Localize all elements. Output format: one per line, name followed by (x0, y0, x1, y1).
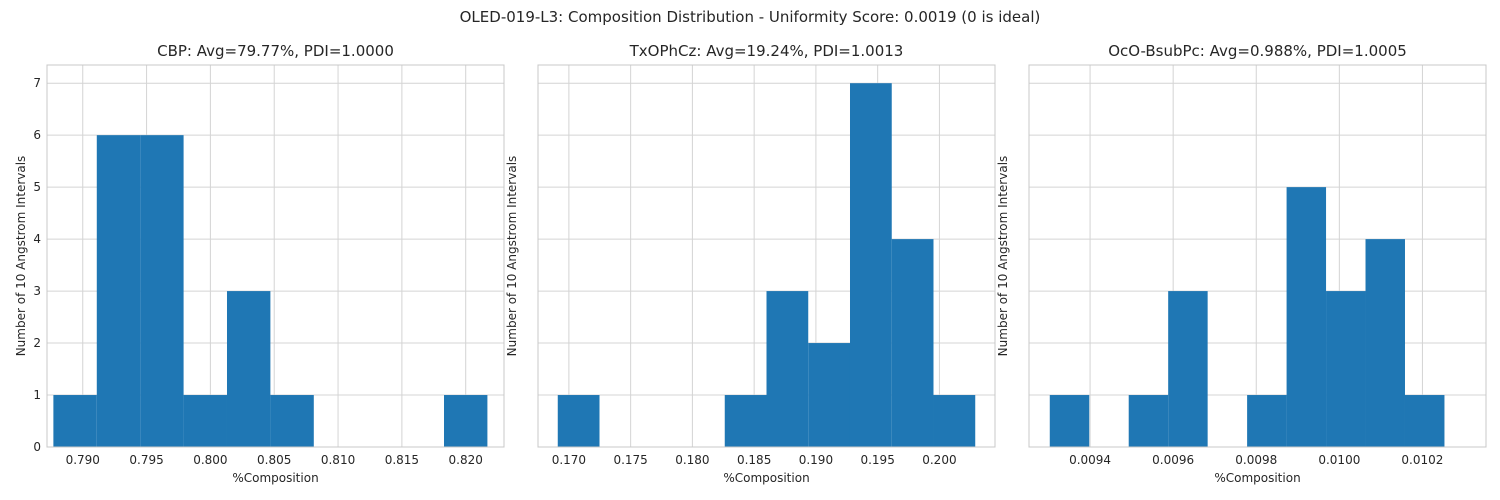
y-tick-label: 4 (33, 232, 41, 246)
histogram-bar (53, 395, 97, 447)
x-tick-label: 0.0094 (1069, 453, 1111, 467)
histogram-bar (1049, 395, 1090, 447)
x-axis-label: %Composition (232, 471, 318, 485)
histogram-bar (1404, 395, 1445, 447)
panel-title: OcO-BsubPc: Avg=0.988%, PDI=1.0005 (1108, 42, 1407, 60)
histogram-bar (933, 395, 976, 447)
x-tick-label: 0.805 (257, 453, 291, 467)
y-tick-label: 6 (33, 128, 41, 142)
y-tick-label: 3 (33, 284, 41, 298)
histogram-bar (724, 395, 767, 447)
panel-2: 0.170 0.175 0.180 0.185 0.190 0.195 0.200 TxOPh… (505, 42, 996, 485)
x-tick-label: 0.190 (799, 453, 833, 467)
histogram-bar (1286, 187, 1327, 447)
x-tick-label: 0.810 (321, 453, 355, 467)
x-tick-label: 0.0100 (1318, 453, 1360, 467)
panel-3: 0.0094 0.0096 0.0098 0.0100 0.0102 OcO-BsubPc… (996, 42, 1487, 485)
x-axis-label: %Composition (723, 471, 809, 485)
x-tick-label: 0.815 (385, 453, 419, 467)
y-axis-label: Number of 10 Angstrom Intervals (505, 156, 519, 357)
x-axis-label: %Composition (1214, 471, 1300, 485)
y-tick-label: 1 (33, 388, 41, 402)
chart-panels: 0.790 0.795 0.800 0.805 0.810 0.815 0.820 0 1 2 3 4… (14, 42, 1487, 485)
panel-title: CBP: Avg=79.77%, PDI=1.0000 (157, 42, 394, 60)
histogram-bar (849, 83, 892, 447)
figure-suptitle: OLED-019-L3: Composition Distribution - … (460, 8, 1041, 26)
y-tick-label: 7 (33, 76, 41, 90)
histogram-bar (270, 395, 314, 447)
x-tick-label: 0.175 (613, 453, 647, 467)
x-tick-label: 0.0098 (1235, 453, 1277, 467)
x-tick-label: 0.180 (675, 453, 709, 467)
histogram-bar (766, 291, 809, 447)
x-tick-label: 0.820 (449, 453, 483, 467)
x-tick-label: 0.0102 (1401, 453, 1443, 467)
histogram-bar (1365, 239, 1405, 447)
y-axis-label: Number of 10 Angstrom Intervals (14, 156, 28, 357)
histogram-bar (226, 291, 271, 447)
x-tick-label: 0.170 (552, 453, 586, 467)
histogram-bar (1168, 291, 1208, 447)
plot-frame (1028, 64, 1487, 448)
histogram-bar (1326, 291, 1366, 447)
y-axis-label: Number of 10 Angstrom Intervals (996, 156, 1010, 357)
histogram-bar (557, 395, 600, 447)
y-tick-label: 2 (33, 336, 41, 350)
x-tick-label: 0.195 (860, 453, 894, 467)
histogram-bar (183, 395, 227, 447)
panel-1: 0.790 0.795 0.800 0.805 0.810 0.815 0.820 0 1 2 3 4… (14, 42, 505, 485)
x-tick-label: 0.800 (193, 453, 227, 467)
panel-title: TxOPhCz: Avg=19.24%, PDI=1.0013 (629, 42, 904, 60)
x-tick-label: 0.0096 (1152, 453, 1194, 467)
x-tick-label: 0.200 (922, 453, 956, 467)
histogram-bar (808, 343, 850, 447)
histogram-bar (140, 135, 184, 447)
plot-area (1029, 65, 1486, 447)
histogram-bar (1247, 395, 1287, 447)
plot-frame (537, 64, 996, 448)
y-tick-label: 0 (33, 440, 41, 454)
x-tick-label: 0.790 (66, 453, 100, 467)
plot-frame (46, 64, 505, 448)
x-tick-label: 0.795 (129, 453, 163, 467)
histogram-bar (96, 135, 141, 447)
x-tick-label: 0.185 (737, 453, 771, 467)
histogram-bar (1128, 395, 1169, 447)
y-tick-label: 5 (33, 180, 41, 194)
histogram-bar (444, 395, 488, 447)
histogram-bar (891, 239, 934, 447)
